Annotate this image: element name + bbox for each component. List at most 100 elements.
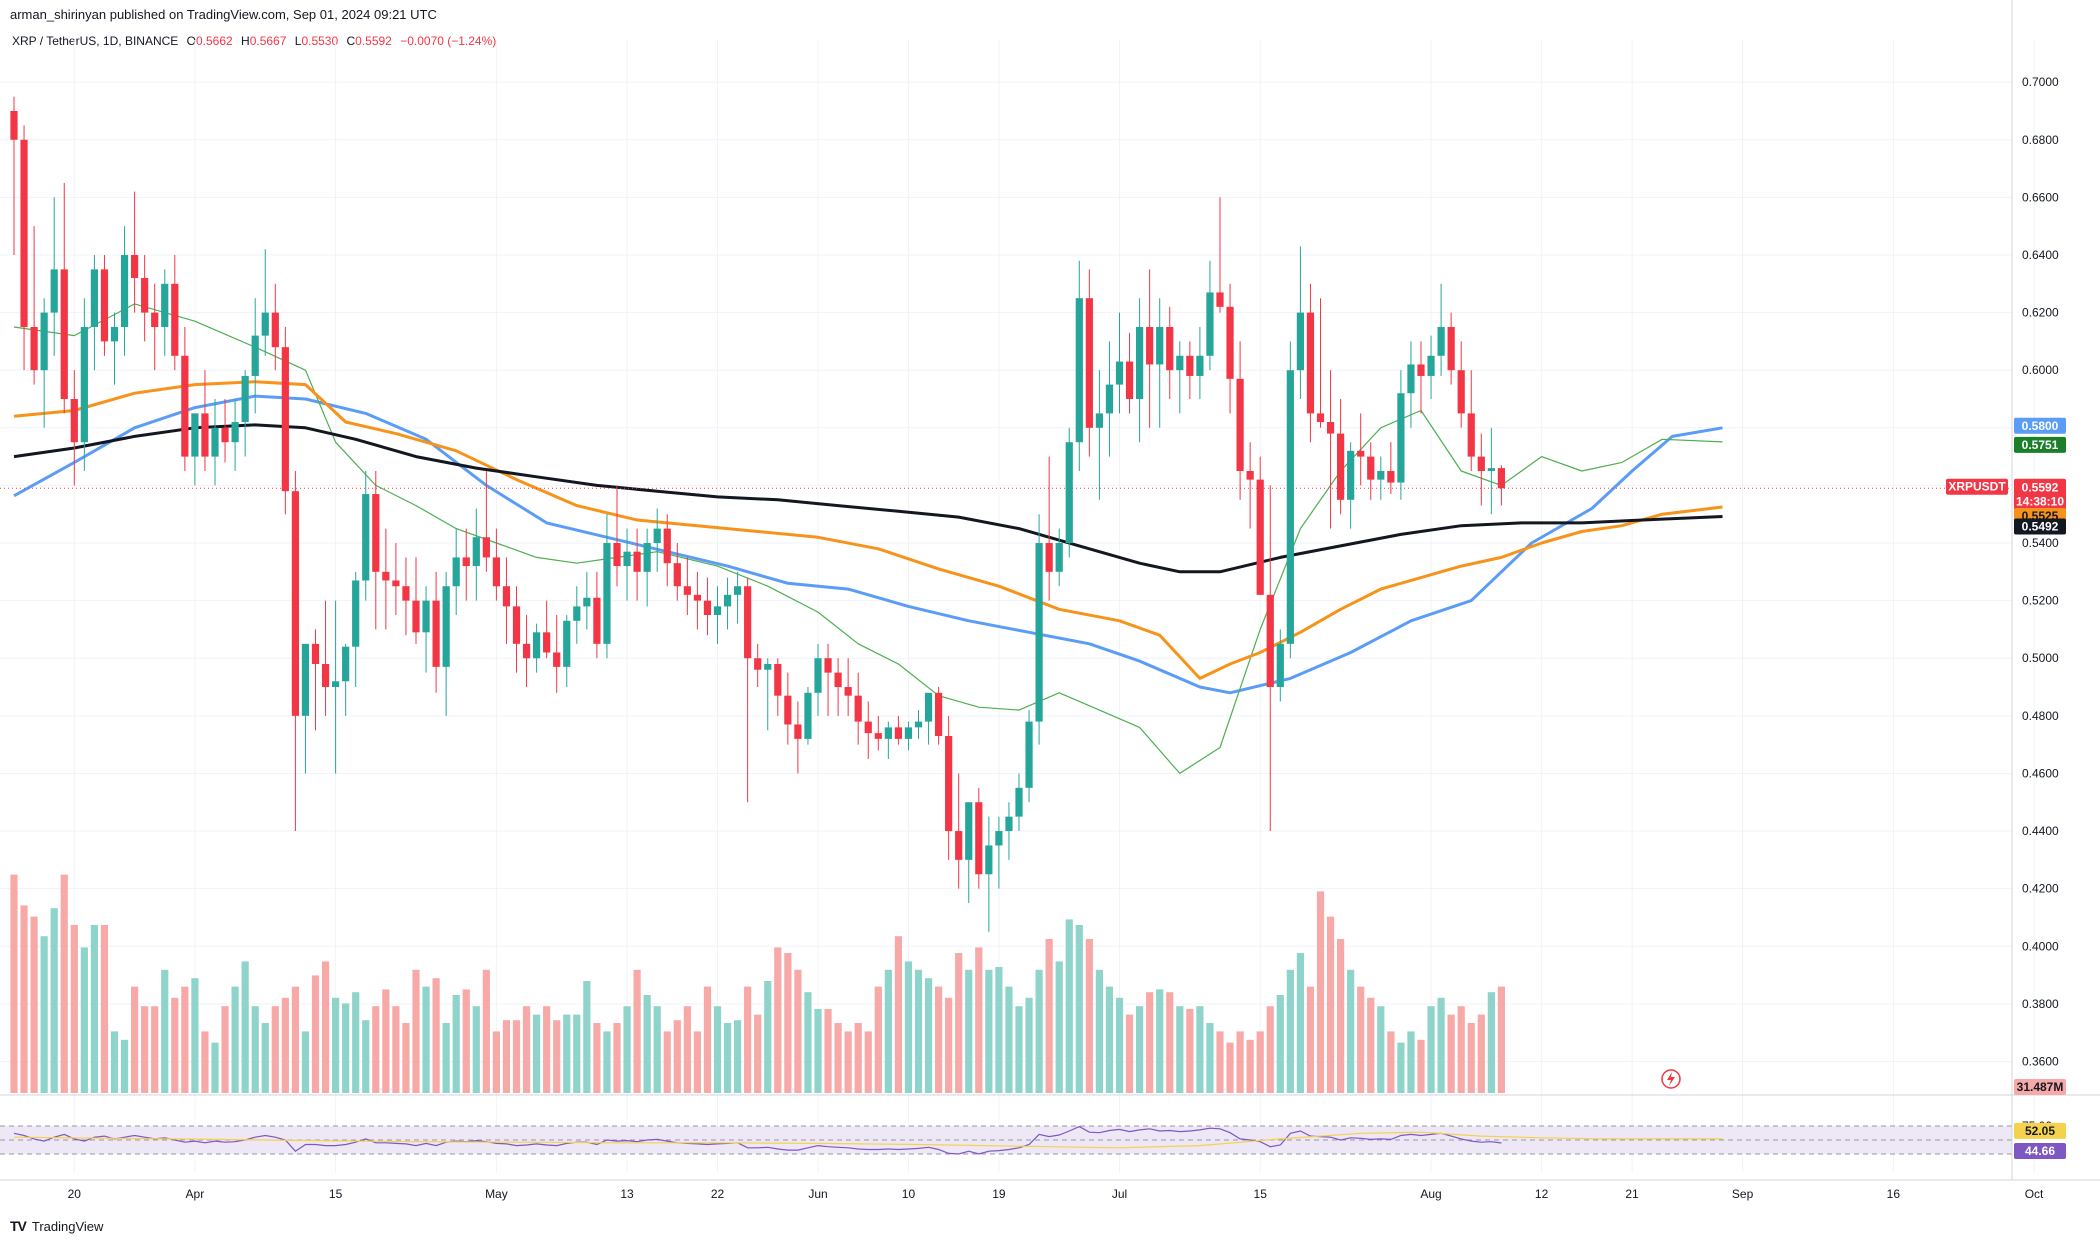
candle [804, 687, 812, 745]
candle-body [110, 326, 119, 342]
candle-body [1065, 442, 1073, 544]
candle-body [10, 110, 18, 140]
volume-bar [1236, 1031, 1244, 1093]
volume-bar [1035, 969, 1043, 1093]
candle-body [1447, 326, 1455, 371]
volume-bar [311, 975, 320, 1093]
volume-bar [794, 969, 802, 1093]
candle-body [1417, 364, 1425, 376]
candle-body [201, 413, 209, 457]
candle-body [784, 695, 792, 725]
candle-body [251, 335, 259, 376]
time-tick-label: 21 [1625, 1187, 1639, 1201]
candle-body [663, 528, 671, 564]
candle-body [1246, 471, 1254, 480]
candle-body [1377, 471, 1385, 480]
candle-body [854, 695, 862, 722]
volume-badge-bg [2014, 1079, 2066, 1095]
countdown-text: 14:38:10 [2016, 495, 2064, 509]
volume-bar [1357, 986, 1365, 1093]
candle-body [120, 254, 129, 327]
candle [1266, 485, 1274, 832]
candle-body [884, 727, 892, 739]
ma-line-orange [13, 380, 1723, 680]
candle [191, 413, 199, 486]
candle-body [864, 721, 872, 734]
candle [332, 600, 340, 774]
volume-bar [10, 874, 18, 1093]
candle-body [1105, 384, 1114, 414]
last-price-bg [2014, 478, 2066, 511]
candle [40, 298, 48, 428]
volume-bar [633, 969, 641, 1093]
candle [512, 586, 521, 673]
volume-bar [392, 1006, 400, 1093]
ma-line-green [13, 303, 1723, 774]
volume-bar [1115, 997, 1124, 1093]
candle-body [271, 312, 279, 348]
candle-body [623, 551, 631, 567]
candle-body [985, 845, 993, 875]
rsi-pane [0, 1125, 2012, 1155]
price-badges: 0.58000.57510.559214:38:10XRPUSDT0.55250… [1946, 417, 2066, 1159]
candle-body [1196, 355, 1204, 376]
volume-bar [131, 986, 139, 1093]
legend-open-label: O [186, 34, 196, 48]
time-tick-label: 16 [1887, 1187, 1901, 1201]
candle-body [1115, 361, 1124, 385]
candle-body [1407, 364, 1415, 394]
badge-ma-blue: 0.5800 [2014, 417, 2066, 434]
volume-bar [1387, 1031, 1395, 1093]
candle [492, 528, 500, 601]
candle [1407, 341, 1415, 428]
volume-bar [1005, 986, 1013, 1093]
candle-body [603, 543, 611, 644]
volume-bar [1477, 1014, 1485, 1093]
candles[interactable] [10, 96, 1505, 932]
candle [854, 672, 862, 745]
candle-body [1276, 643, 1284, 688]
candle-body [1256, 479, 1264, 595]
candle [1276, 629, 1284, 702]
candle-body [1497, 468, 1505, 489]
legend-symbol[interactable]: XRP / TetherUS, 1D, BINANCE [12, 34, 179, 48]
candle-body [261, 312, 269, 336]
candle [1387, 442, 1395, 495]
volume-bar [492, 1031, 500, 1093]
candle [241, 370, 249, 457]
volume-bar [995, 967, 1003, 1093]
volume-bar [754, 1014, 762, 1093]
volume-bar [291, 986, 299, 1093]
candle [342, 643, 350, 716]
volume-bar [985, 969, 993, 1093]
volume-bar [1246, 1039, 1254, 1093]
badge-ma-black-bg [2014, 518, 2066, 535]
candle-body [1306, 312, 1315, 414]
volume-bar [1226, 1042, 1234, 1093]
candle [452, 528, 460, 616]
candle [834, 658, 842, 716]
volume-bar [151, 1006, 159, 1093]
candle-body [734, 586, 742, 595]
candle-body [1216, 292, 1224, 307]
badge-ma-blue-text: 0.5800 [2022, 419, 2059, 433]
volume-bar [120, 1039, 129, 1093]
candle [1427, 335, 1435, 399]
alert-icon[interactable] [1661, 1069, 1681, 1089]
candle-body [794, 724, 802, 739]
candle [683, 557, 691, 616]
candle-body [502, 586, 511, 607]
candle [1337, 399, 1345, 515]
candle [965, 802, 973, 904]
tradingview-logo[interactable]: TV TradingView [10, 1218, 103, 1234]
candle-body [1055, 543, 1063, 572]
candle [623, 528, 631, 601]
volume-badge-text: 31.487M [2017, 1080, 2064, 1094]
candle [633, 528, 641, 601]
candle [784, 672, 792, 745]
candle-body [553, 652, 561, 667]
candle-body [90, 269, 98, 327]
candle-body [1166, 326, 1174, 371]
price-tick-label: 0.6000 [2022, 363, 2059, 377]
